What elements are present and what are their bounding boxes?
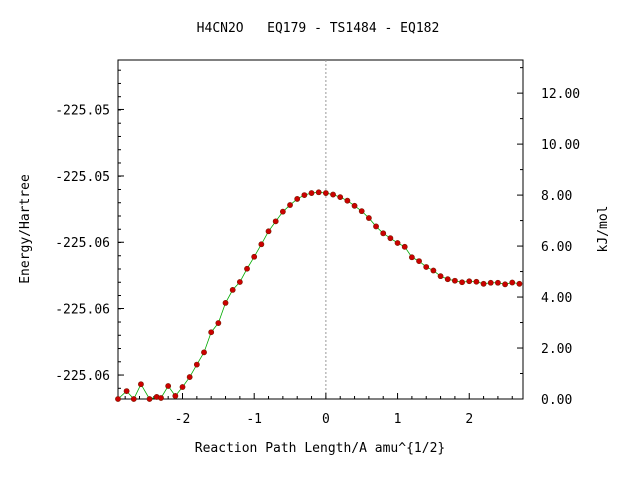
left-tick-label: -225.06	[55, 236, 110, 251]
data-point	[480, 280, 487, 287]
data-point	[158, 395, 164, 401]
data-point	[459, 279, 465, 286]
right-tick-label: 4.00	[541, 291, 572, 306]
x-axis-label: Reaction Path Length/A amu^{1/2}	[195, 441, 445, 456]
data-point	[358, 208, 365, 215]
left-tick-label: -225.06	[55, 303, 110, 318]
data-point	[495, 279, 501, 286]
left-tick-label: -225.05	[55, 103, 110, 118]
data-point	[365, 215, 372, 221]
data-point	[416, 258, 422, 265]
data-point	[380, 230, 387, 237]
data-point	[452, 277, 458, 284]
data-point	[272, 218, 279, 225]
data-point	[186, 374, 193, 380]
left-tick-label: -225.05	[55, 170, 110, 185]
data-point	[236, 279, 243, 285]
data-point	[351, 202, 358, 209]
data-point	[344, 197, 351, 204]
right-tick-label: 8.00	[541, 189, 572, 204]
data-point	[265, 228, 272, 235]
data-point	[115, 396, 121, 402]
axis-ticks	[118, 67, 523, 400]
data-point	[229, 287, 236, 293]
plot-frame	[117, 59, 524, 400]
data-point	[279, 208, 286, 215]
data-point	[502, 281, 508, 288]
data-point	[516, 280, 523, 287]
data-point	[394, 240, 401, 246]
data-point	[130, 396, 137, 402]
data-point	[337, 194, 344, 201]
reaction-path-line	[117, 191, 520, 400]
chart-title: H4CN2O EQ179 - TS1484 - EQ182	[197, 21, 440, 36]
right-tick-label: 6.00	[541, 240, 572, 255]
right-tick-label: 2.00	[541, 342, 572, 357]
data-point	[330, 191, 336, 198]
data-point	[487, 279, 494, 286]
data-point	[179, 384, 186, 390]
data-point	[165, 383, 172, 389]
x-tick-label: 2	[465, 412, 473, 427]
data-point	[373, 223, 379, 230]
data-point	[251, 253, 258, 260]
data-point	[208, 329, 215, 336]
data-point	[430, 267, 437, 274]
y-axis-label-right: kJ/mol	[596, 206, 611, 253]
data-points	[115, 189, 523, 402]
right-tick-label: 0.00	[541, 393, 572, 408]
data-point	[138, 381, 144, 388]
data-point	[423, 264, 430, 270]
right-tick-label: 12.00	[541, 87, 580, 102]
x-tick-label: -1	[246, 412, 262, 427]
data-point	[201, 349, 207, 356]
right-tick-label: 10.00	[541, 138, 580, 153]
data-point	[322, 190, 329, 196]
x-tick-label: 0	[322, 412, 330, 427]
data-point	[509, 279, 516, 286]
data-point	[146, 396, 153, 402]
data-point	[466, 278, 473, 285]
data-point	[401, 243, 408, 250]
x-tick-label: 1	[394, 412, 402, 427]
data-point	[473, 278, 480, 285]
data-point	[193, 361, 200, 368]
data-point	[215, 320, 222, 326]
data-point	[387, 235, 394, 242]
data-point	[444, 276, 451, 283]
y-axis-label-left: Energy/Hartree	[18, 174, 33, 284]
x-tick-label: -2	[175, 412, 191, 427]
data-point	[258, 241, 265, 248]
tick-labels: -2 -1 0 1 2 -225.06 -225.06 -225.06 -225.05 -225.…	[55, 87, 580, 427]
data-point	[301, 192, 308, 198]
data-point	[308, 190, 315, 196]
data-point	[172, 393, 179, 399]
data-point	[244, 265, 250, 272]
data-point	[408, 254, 415, 261]
data-point	[222, 300, 229, 306]
data-point	[315, 189, 322, 196]
data-point	[287, 202, 293, 208]
data-point	[294, 196, 301, 202]
data-point	[437, 273, 444, 280]
data-point	[123, 388, 130, 394]
left-tick-label: -225.06	[55, 369, 110, 384]
